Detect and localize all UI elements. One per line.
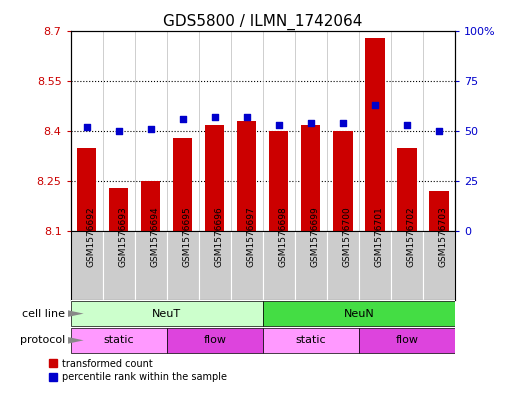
- Bar: [423, 231, 455, 300]
- Text: NeuT: NeuT: [152, 309, 181, 319]
- Bar: [365, 38, 384, 231]
- Point: [178, 116, 187, 123]
- Title: GDS5800 / ILMN_1742064: GDS5800 / ILMN_1742064: [163, 14, 362, 30]
- Point: [115, 128, 123, 134]
- Text: GSM1576692: GSM1576692: [87, 207, 96, 267]
- Bar: [167, 327, 263, 353]
- Bar: [359, 327, 455, 353]
- Bar: [397, 148, 416, 231]
- Point: [339, 120, 347, 127]
- Text: GSM1576697: GSM1576697: [247, 207, 256, 267]
- Text: protocol: protocol: [20, 335, 65, 345]
- Text: flow: flow: [203, 335, 226, 345]
- Point: [275, 122, 283, 129]
- Text: flow: flow: [395, 335, 418, 345]
- Bar: [173, 138, 192, 231]
- Point: [371, 102, 379, 108]
- Bar: [333, 131, 353, 231]
- Bar: [263, 327, 359, 353]
- Text: GSM1576702: GSM1576702: [407, 207, 416, 267]
- Bar: [301, 125, 321, 231]
- Point: [243, 114, 251, 121]
- Bar: [167, 231, 199, 300]
- Bar: [237, 121, 256, 231]
- Bar: [199, 231, 231, 300]
- Legend: transformed count, percentile rank within the sample: transformed count, percentile rank withi…: [49, 358, 227, 382]
- Bar: [103, 231, 135, 300]
- Bar: [109, 188, 128, 231]
- Text: static: static: [104, 335, 134, 345]
- Polygon shape: [68, 310, 84, 317]
- Point: [83, 124, 91, 130]
- Polygon shape: [68, 337, 84, 343]
- Bar: [263, 231, 295, 300]
- Text: GSM1576693: GSM1576693: [119, 207, 128, 267]
- Text: GSM1576701: GSM1576701: [375, 207, 384, 267]
- Text: GSM1576696: GSM1576696: [215, 207, 224, 267]
- Point: [211, 114, 219, 121]
- Bar: [71, 231, 103, 300]
- Bar: [135, 231, 167, 300]
- Bar: [269, 131, 288, 231]
- Bar: [327, 231, 359, 300]
- Text: GSM1576698: GSM1576698: [279, 207, 288, 267]
- Point: [146, 126, 155, 132]
- Text: GSM1576695: GSM1576695: [183, 207, 192, 267]
- Text: GSM1576700: GSM1576700: [343, 207, 352, 267]
- Text: NeuN: NeuN: [344, 309, 374, 319]
- Text: cell line: cell line: [22, 309, 65, 319]
- Bar: [71, 327, 167, 353]
- Bar: [263, 301, 455, 327]
- Bar: [71, 301, 263, 327]
- Bar: [205, 125, 224, 231]
- Bar: [359, 231, 391, 300]
- Bar: [429, 191, 449, 231]
- Bar: [231, 231, 263, 300]
- Bar: [141, 182, 160, 231]
- Text: GSM1576699: GSM1576699: [311, 207, 320, 267]
- Point: [306, 120, 315, 127]
- Bar: [391, 231, 423, 300]
- Point: [435, 128, 443, 134]
- Point: [403, 122, 411, 129]
- Text: GSM1576703: GSM1576703: [439, 207, 448, 267]
- Text: static: static: [295, 335, 326, 345]
- Text: GSM1576694: GSM1576694: [151, 207, 160, 267]
- Bar: [77, 148, 96, 231]
- Bar: [295, 231, 327, 300]
